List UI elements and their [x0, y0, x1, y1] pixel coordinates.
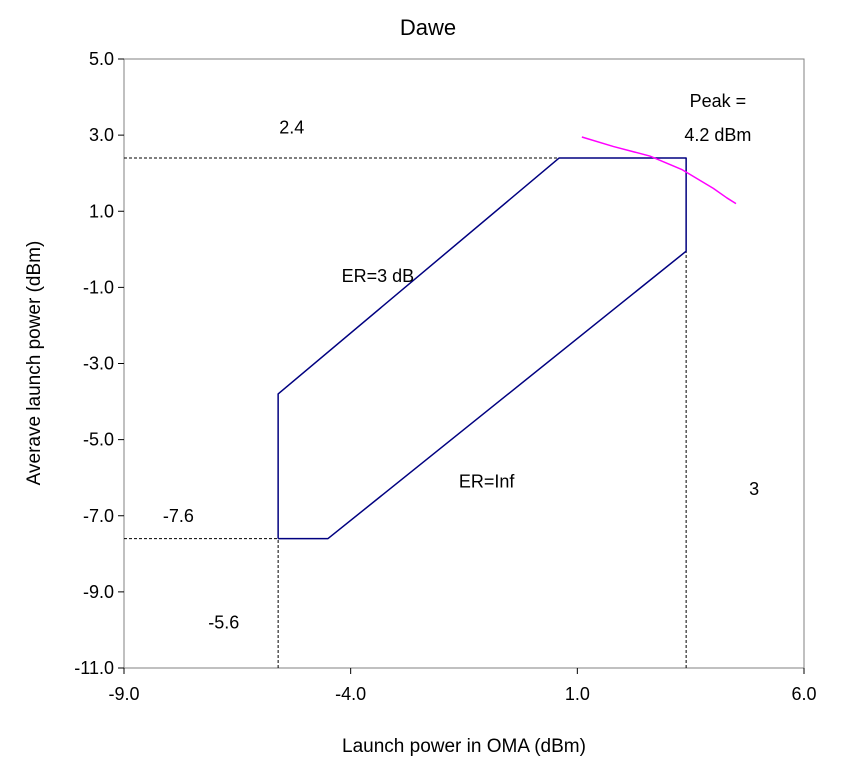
annotation-label: Peak = — [690, 91, 747, 111]
plot-area — [123, 58, 805, 669]
annotation-label: 3 — [749, 479, 759, 499]
x-tick-label: -4.0 — [335, 684, 366, 704]
y-tick-label: -5.0 — [83, 430, 114, 450]
x-axis-label: Launch power in OMA (dBm) — [342, 736, 586, 757]
y-tick-label: -7.0 — [83, 506, 114, 526]
annotation-label: ER=3 dB — [342, 266, 415, 286]
y-tick-label: -9.0 — [83, 582, 114, 602]
y-tick-label: -3.0 — [83, 354, 114, 374]
annotation-label: 2.4 — [279, 118, 304, 138]
annotation-label: 4.2 dBm — [684, 125, 751, 145]
y-tick-label: -11.0 — [74, 658, 114, 678]
x-tick-label: 6.0 — [791, 684, 816, 704]
annotation-label: -5.6 — [208, 612, 239, 632]
annotation-label: -7.6 — [163, 506, 194, 526]
series-line-1 — [581, 136, 737, 205]
y-tick-label: 3.0 — [89, 125, 114, 145]
y-tick-label: 1.0 — [89, 201, 114, 221]
x-tick-label: 1.0 — [565, 684, 590, 704]
y-axis-label: Averave launch power (dBm) — [24, 241, 45, 486]
y-tick-label: 5.0 — [89, 49, 114, 69]
y-tick-label: -1.0 — [83, 277, 114, 297]
x-tick-label: -9.0 — [108, 684, 139, 704]
chart-title: Dawe — [400, 15, 456, 40]
annotation-label: ER=Inf — [459, 471, 516, 491]
series-line-0 — [277, 157, 687, 540]
